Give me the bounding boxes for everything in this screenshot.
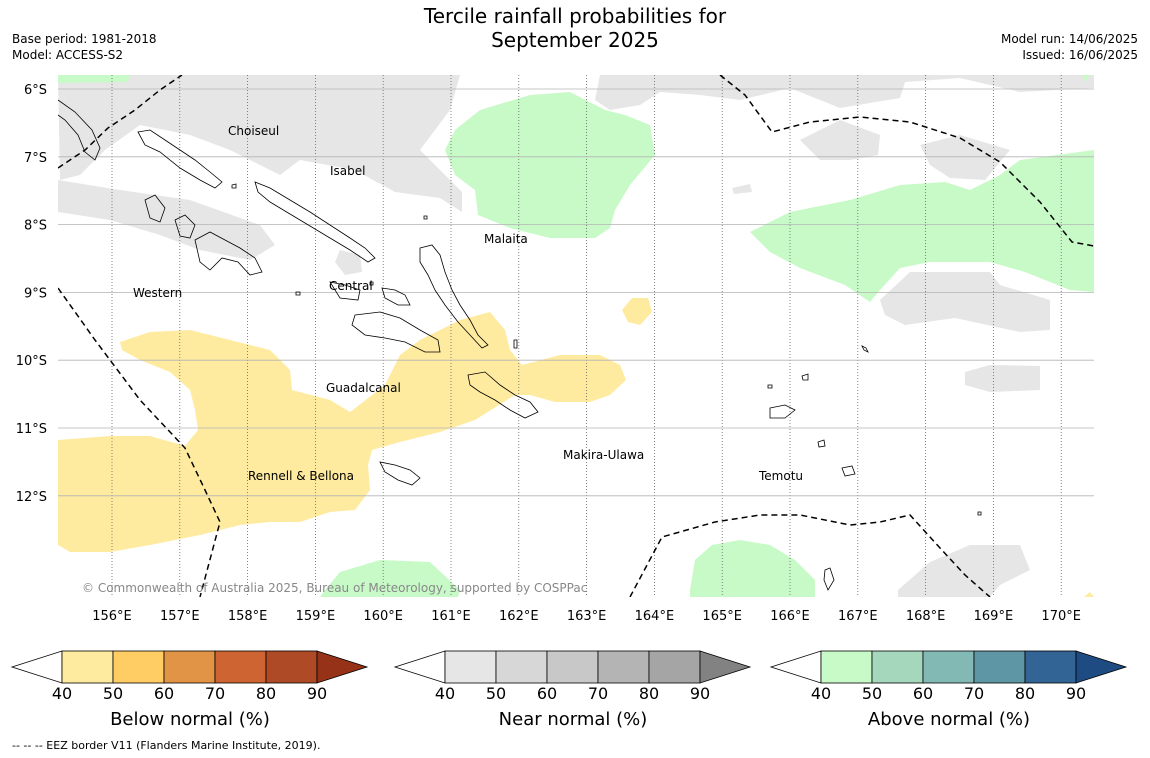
colorbar-tick-label: 50 [486,684,506,703]
colorbar-segment [820,650,873,684]
base-period: Base period: 1981-2018 [12,32,157,46]
colorbar-tick-label: 40 [435,684,455,703]
longitude-labels: 156°E 157°E 158°E 159°E 160°E 161°E 162°E 163°E… [92,609,1081,624]
longitude-label: 164°E [635,609,675,624]
longitude-label: 163°E [567,609,607,624]
longitude-label: 168°E [906,609,946,624]
colorbar-tick-label: 80 [1015,684,1035,703]
colorbar-tick-label: 70 [588,684,608,703]
latitude-label: 8°S [24,219,47,234]
longitude-label: 169°E [974,609,1014,624]
colorbar-extend-low [393,650,446,684]
colorbar-segment [163,650,216,684]
map-plot-area: Choiseul Isabel Malaita Western Central … [58,75,1094,597]
colorbar-segment [265,650,318,684]
latitude-labels: 6°S 7°S 8°S 9°S 10°S 11°S 12°S [16,83,47,505]
colorbar-tick-label: 60 [154,684,174,703]
colorbar-tick-label: 90 [1066,684,1086,703]
longitude-label: 160°E [363,609,403,624]
colorbar-segment [214,650,267,684]
label-rennell-bellona: Rennell & Bellona [248,469,354,483]
colorbar-tick-label: 40 [811,684,831,703]
longitude-label: 165°E [702,609,742,624]
latitude-label: 12°S [16,490,47,505]
colorbar-extend-high [699,650,752,684]
colorbar-segment [871,650,924,684]
latitude-label: 11°S [16,422,47,437]
issued-date: Issued: 16/06/2025 [1022,48,1138,62]
colorbar-tick-label: 40 [52,684,72,703]
label-western: Western [133,286,182,300]
colorbar-extend-low [769,650,822,684]
colorbar-segment [973,650,1026,684]
colorbar-tick-label: 90 [307,684,327,703]
label-guadalcanal: Guadalcanal [326,381,401,395]
label-temotu: Temotu [758,469,803,483]
colorbar-segment [546,650,599,684]
colorbar-segment [495,650,548,684]
longitude-label: 161°E [431,609,471,624]
latitude-label: 7°S [24,151,47,166]
colorbar-near-label: Near normal (%) [498,709,648,730]
label-makira-ulawa: Makira-Ulawa [563,448,644,462]
label-isabel: Isabel [330,164,365,178]
label-malaita: Malaita [484,232,528,246]
colorbar-tick-label: 70 [964,684,984,703]
map-gridlines [58,75,1094,597]
longitude-label: 157°E [160,609,200,624]
colorbar-above-normal: 40 50 60 70 80 90 [769,650,1128,703]
longitude-label: 156°E [92,609,132,624]
longitude-label: 167°E [838,609,878,624]
model-run: Model run: 14/06/2025 [1000,32,1138,46]
latitude-label: 6°S [24,83,47,98]
colorbar-extend-low [10,650,63,684]
title-line-1: Tercile rainfall probabilities for [423,4,727,28]
colorbar-segment [444,650,497,684]
colorbar-below-normal: 40 50 60 70 80 90 [10,650,369,703]
map-title: Tercile rainfall probabilities for Septe… [0,4,1150,52]
eez-footnote: -- -- -- EEZ border V11 (Flanders Marine… [12,739,321,752]
longitude-label: 162°E [499,609,539,624]
colorbar-below-label: Below normal (%) [110,709,270,730]
colorbar-segment [1024,650,1077,684]
meta-right: Model run: 14/06/2025 Issued: 16/06/2025 [1001,31,1138,63]
colorbar-tick-label: 70 [205,684,225,703]
colorbar-extend-high [316,650,369,684]
colorbar-segment [648,650,701,684]
longitude-label: 166°E [770,609,810,624]
above-normal-regions [58,75,1094,597]
model-name: Model: ACCESS-S2 [12,48,124,62]
colorbar-tick-label: 50 [103,684,123,703]
longitude-label: 170°E [1041,609,1081,624]
colorbar-segment [597,650,650,684]
colorbar-segment [922,650,975,684]
title-line-2: September 2025 [491,28,659,52]
label-choiseul: Choiseul [228,124,279,138]
colorbar-tick-label: 80 [256,684,276,703]
colorbar-above-label: Above normal (%) [867,709,1031,730]
colorbar-segment [61,650,114,684]
colorbar-segment [112,650,165,684]
colorbar-tick-label: 50 [862,684,882,703]
near-normal-regions [58,75,1094,597]
meta-left: Base period: 1981-2018 Model: ACCESS-S2 [12,31,157,63]
province-labels: Choiseul Isabel Malaita Western Central … [133,124,803,483]
colorbar-tick-label: 80 [639,684,659,703]
eez-borders [58,75,1094,597]
latitude-label: 9°S [24,286,47,301]
colorbar-near-normal: 40 50 60 70 80 90 [393,650,752,703]
longitude-label: 158°E [228,609,268,624]
colorbar-tick-label: 60 [913,684,933,703]
latitude-label: 10°S [16,354,47,369]
longitude-label: 159°E [296,609,336,624]
colorbar-tick-label: 90 [690,684,710,703]
label-central: Central [329,279,373,293]
colorbar-extend-high [1075,650,1128,684]
colorbar-tick-label: 60 [537,684,557,703]
copyright-notice: © Commonwealth of Australia 2025, Bureau… [82,581,587,595]
coastlines [58,99,982,591]
